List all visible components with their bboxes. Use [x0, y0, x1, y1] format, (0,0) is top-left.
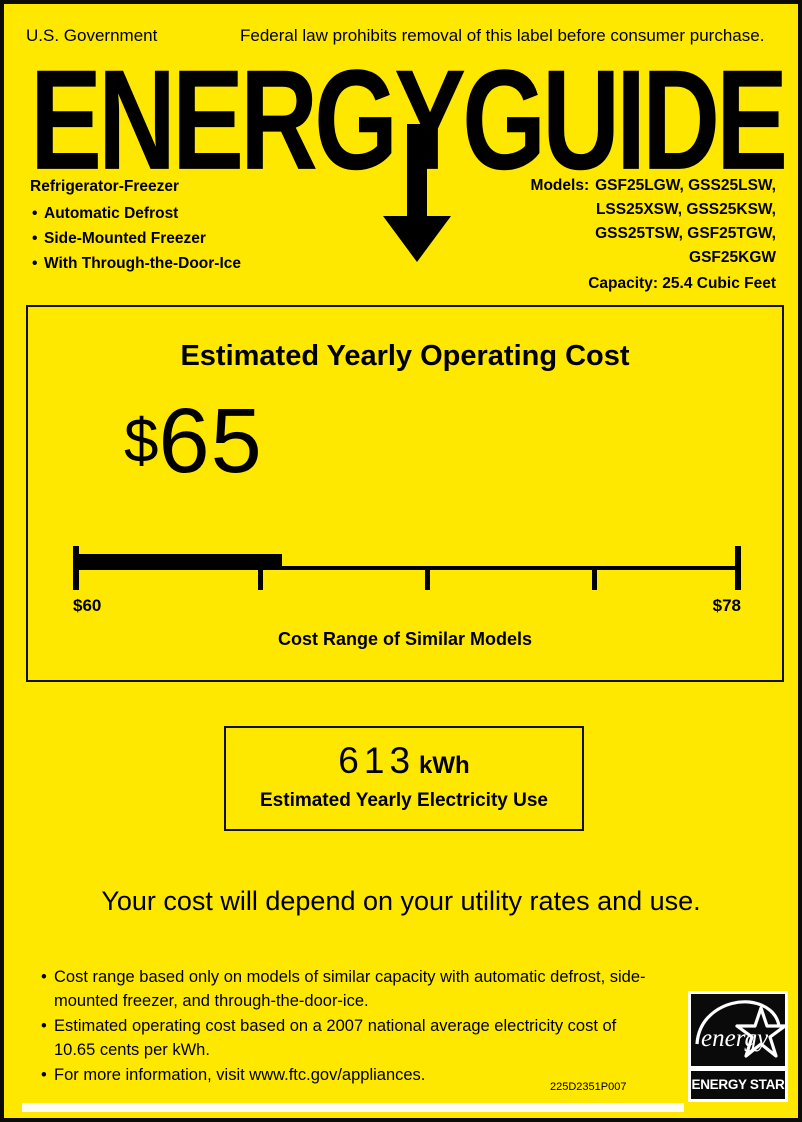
scale-axis: [73, 566, 741, 570]
range-high-label: $78: [712, 596, 741, 615]
disclaimer-text: Your cost will depend on your utility ra…: [101, 886, 701, 916]
capacity-label: Capacity: 25.4 Cubic Feet: [588, 275, 776, 292]
estimated-cost-value: $65: [124, 395, 263, 488]
feature-list: Automatic Defrost Side-Mounted Freezer W…: [30, 201, 360, 276]
models-label: Models:: [530, 177, 590, 194]
energy-star-mark-icon: energy: [691, 994, 787, 1066]
svg-text:energy: energy: [701, 1025, 769, 1052]
energy-star-logo: energy ENERGY STAR: [688, 991, 788, 1102]
footnotes: Cost range based only on models of simil…: [40, 966, 660, 1090]
kwh-value-row: 613 kWh: [226, 740, 582, 782]
list-item: Automatic Defrost: [32, 201, 360, 226]
panel-title: Estimated Yearly Operating Cost: [180, 340, 630, 372]
model-info: Models: GSF25LGW, GSS25LSW, LSS25XSW, GSS…: [456, 174, 776, 296]
down-arrow-icon: [381, 124, 453, 264]
product-type: Refrigerator-Freezer: [30, 178, 180, 195]
list-item: For more information, visit www.ftc.gov/…: [41, 1064, 660, 1088]
currency-symbol: $: [124, 407, 159, 476]
models-line-row: GSS25TSW, GSF25TGW,: [595, 225, 776, 242]
models-line-row: LSS25XSW, GSS25KSW,: [595, 201, 776, 218]
cost-marker-bar: [76, 554, 282, 568]
kwh-caption: Estimated Yearly Electricity Use: [260, 790, 548, 811]
operating-cost-panel: Estimated Yearly Operating Cost $65 $60 …: [26, 305, 784, 682]
range-caption: Cost Range of Similar Models: [277, 629, 533, 649]
header-line: U.S. Government Federal law prohibits re…: [4, 26, 798, 48]
list-item: With Through-the-Door-Ice: [32, 251, 360, 276]
energy-star-wordmark: ENERGY STAR: [691, 1071, 785, 1099]
scale-tick: [592, 568, 597, 590]
scale-left-cap: [73, 546, 79, 590]
models-line-row: GSF25KGW: [689, 249, 776, 266]
list-item: Cost range based only on models of simil…: [41, 966, 660, 1013]
models-first-row: Models: GSF25LGW, GSS25LSW,: [456, 174, 776, 198]
scale-tick: [258, 568, 263, 590]
cost-number: 65: [158, 390, 263, 492]
logo-inner: energy ENERGY STAR: [691, 994, 787, 1099]
catalog-number: 225D2351P007: [550, 1081, 627, 1093]
agency-label: U.S. Government: [26, 26, 158, 45]
footnote-list: Cost range based only on models of simil…: [40, 966, 660, 1088]
bottom-strip: [22, 1103, 684, 1112]
cost-range-scale: $60 $78: [73, 542, 741, 615]
scale-right-cap: [735, 546, 741, 590]
electricity-use-panel: 613 kWh Estimated Yearly Electricity Use: [224, 726, 584, 831]
list-item: Estimated operating cost based on a 2007…: [41, 1015, 660, 1062]
range-low-label: $60: [73, 596, 102, 615]
list-item: Side-Mounted Freezer: [32, 226, 360, 251]
models-line: GSF25LGW, GSS25LSW,: [595, 177, 776, 194]
kwh-unit: kWh: [419, 752, 470, 779]
legal-notice: Federal law prohibits removal of this la…: [240, 26, 765, 45]
scale-tick: [425, 568, 430, 590]
product-features: Refrigerator-Freezer Automatic Defrost S…: [30, 174, 360, 276]
kwh-number: 613: [338, 740, 416, 781]
